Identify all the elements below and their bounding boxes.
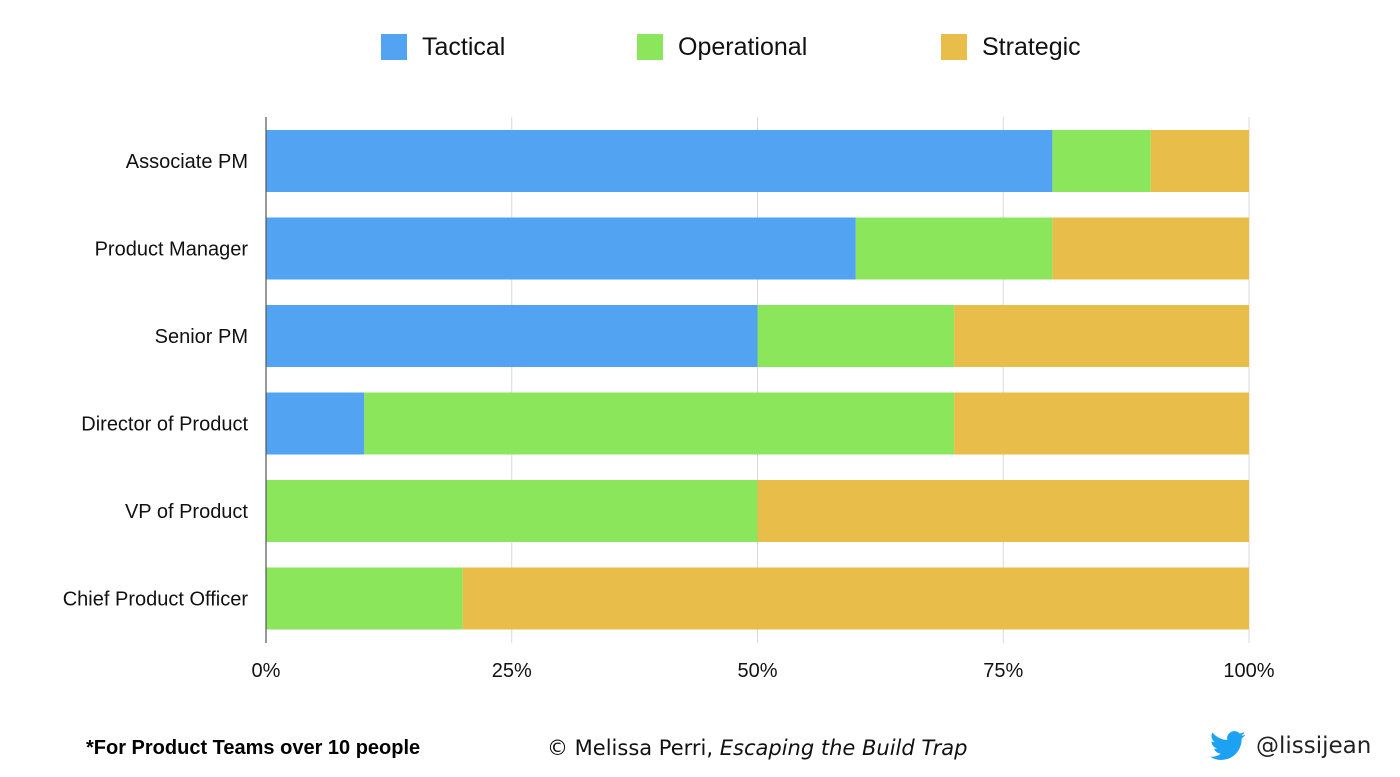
legend-label-tactical: Tactical <box>422 32 506 61</box>
bar-chief-product-officer-strategic <box>462 567 1250 630</box>
legend-item-tactical: Tactical <box>381 30 505 64</box>
bar-series <box>266 130 1250 630</box>
grid-lines <box>511 117 1250 643</box>
y-category-label-senior-pm: Senior PM <box>155 326 248 348</box>
y-category-label-chief-product-officer: Chief Product Officer <box>63 589 249 611</box>
x-tick-label-100: 100% <box>1223 660 1274 682</box>
legend-label-strategic: Strategic <box>982 32 1081 61</box>
bar-director-of-product-tactical <box>266 392 365 455</box>
x-tick-label-0: 0% <box>252 660 281 682</box>
bar-vp-of-product-strategic <box>757 480 1249 542</box>
credit-author: © Melissa Perri, <box>547 736 720 760</box>
bar-product-manager-tactical <box>266 217 856 280</box>
legend-swatch-strategic <box>941 34 967 60</box>
credit-book-title: Escaping the Build Trap <box>719 736 968 760</box>
legend-swatch-operational <box>637 34 663 60</box>
bar-senior-pm-operational <box>757 305 955 367</box>
twitter-bird-icon <box>1210 731 1246 760</box>
copyright-credit: © Melissa Perri, Escaping the Build Trap <box>547 736 967 760</box>
legend-item-operational: Operational <box>637 30 807 64</box>
y-category-label-associate-pm: Associate PM <box>126 151 248 173</box>
bar-vp-of-product-operational <box>266 480 758 542</box>
bar-product-manager-strategic <box>1052 217 1249 280</box>
chart-legend: Tactical Operational Strategic <box>0 30 1400 64</box>
legend-item-strategic: Strategic <box>941 30 1081 64</box>
bar-associate-pm-strategic <box>1150 130 1249 192</box>
axis-labels: 0% 25% 50% 75% 100% Associate PM Product Manag… <box>63 151 1275 682</box>
y-category-label-vp-of-product: VP of Product <box>125 501 248 523</box>
legend-swatch-tactical <box>381 34 407 60</box>
x-tick-label-25: 25% <box>492 660 532 682</box>
x-tick-label-75: 75% <box>983 660 1023 682</box>
bar-senior-pm-tactical <box>266 305 758 367</box>
bar-chief-product-officer-operational <box>266 567 463 630</box>
x-tick-label-50: 50% <box>737 660 777 682</box>
legend-label-operational: Operational <box>678 32 808 61</box>
bar-director-of-product-operational <box>364 392 955 455</box>
y-category-label-product-manager: Product Manager <box>95 239 249 261</box>
y-category-label-director-of-product: Director of Product <box>81 414 248 436</box>
bar-director-of-product-strategic <box>954 392 1249 455</box>
twitter-handle: @lissijean <box>1256 733 1372 759</box>
bar-product-manager-operational <box>855 217 1053 280</box>
bar-associate-pm-operational <box>1052 130 1151 192</box>
bar-senior-pm-strategic <box>954 305 1249 367</box>
bar-associate-pm-tactical <box>266 130 1053 192</box>
footnote: *For Product Teams over 10 people <box>86 737 421 759</box>
twitter-credit: @lissijean <box>1210 730 1371 762</box>
